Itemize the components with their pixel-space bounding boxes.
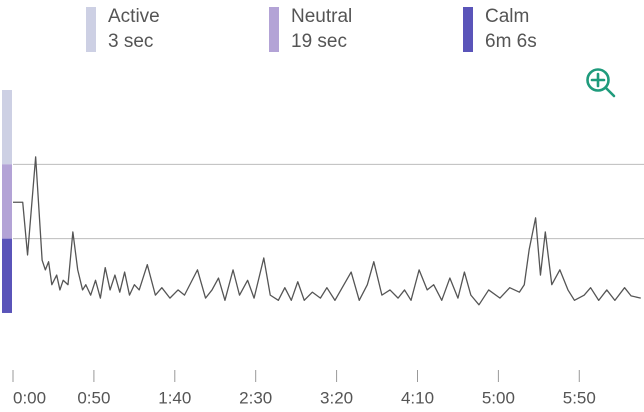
band-bar [2,238,12,313]
x-tick-label: 3:20 [320,388,353,407]
x-tick-label: 4:10 [401,388,434,407]
legend-name: Active [108,6,160,27]
x-tick-label: 0:00 [13,388,46,407]
line [13,156,641,306]
legend-time: 19 sec [291,31,347,52]
x-tick-label: 5:00 [482,388,515,407]
legend-time: 3 sec [108,31,153,52]
band-bar [2,90,12,165]
x-tick-label: 2:30 [239,388,272,407]
zoom-button[interactable] [586,68,616,98]
legend-time: 6m 6s [485,31,537,52]
x-tick-label: 0:50 [77,388,110,407]
legend-swatch [269,7,279,52]
legend-swatch [86,7,96,52]
legend-name: Neutral [291,6,352,27]
x-tick-label: 1:40 [158,388,191,407]
band-bar [2,164,12,239]
legend-name: Calm [485,6,529,27]
x-tick-label: 5:50 [563,388,596,407]
legend-swatch [463,7,473,52]
